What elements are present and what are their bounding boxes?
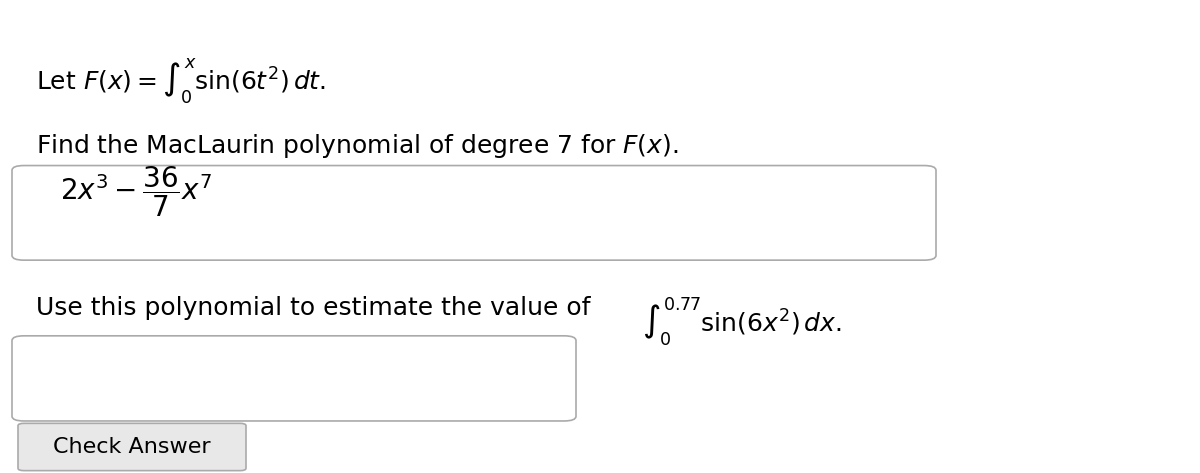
Text: Check Answer: Check Answer [53, 437, 211, 457]
Text: Find the MacLaurin polynomial of degree 7 for $F(x).$: Find the MacLaurin polynomial of degree … [36, 132, 678, 160]
Text: Use this polynomial to estimate the value of: Use this polynomial to estimate the valu… [36, 296, 599, 320]
Text: Let $F(x) = \int_0^x \sin(6t^2)\, dt.$: Let $F(x) = \int_0^x \sin(6t^2)\, dt.$ [36, 57, 326, 106]
FancyBboxPatch shape [18, 423, 246, 471]
FancyBboxPatch shape [12, 336, 576, 421]
FancyBboxPatch shape [12, 166, 936, 260]
Text: $\int_0^{0.77} \sin(6x^2)\, dx.$: $\int_0^{0.77} \sin(6x^2)\, dx.$ [642, 296, 842, 348]
Text: $2x^3 - \dfrac{36}{7}x^7$: $2x^3 - \dfrac{36}{7}x^7$ [60, 164, 212, 219]
